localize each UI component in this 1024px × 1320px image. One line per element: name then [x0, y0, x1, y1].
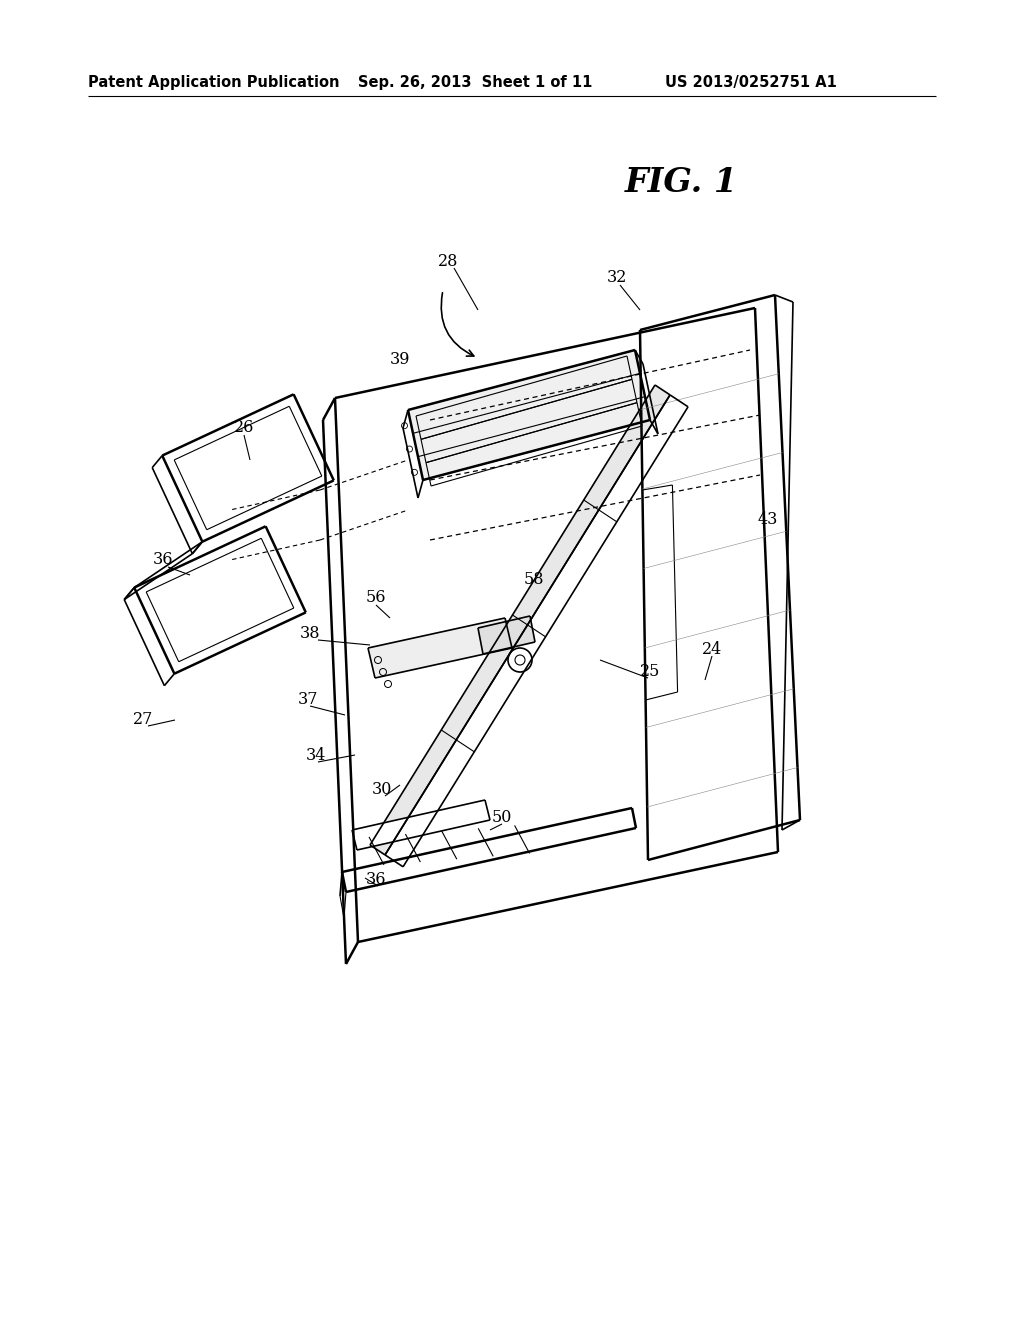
Text: 36: 36: [153, 552, 173, 569]
Polygon shape: [352, 800, 490, 850]
Polygon shape: [385, 395, 688, 867]
Text: 50: 50: [492, 809, 512, 826]
Polygon shape: [370, 385, 670, 855]
Text: 38: 38: [300, 626, 321, 643]
Polygon shape: [162, 395, 334, 541]
Text: 56: 56: [366, 590, 386, 606]
Polygon shape: [408, 350, 650, 480]
Polygon shape: [342, 808, 636, 892]
Text: 32: 32: [607, 269, 627, 286]
Text: 30: 30: [372, 781, 392, 799]
Text: 36: 36: [366, 871, 386, 888]
Polygon shape: [478, 616, 535, 653]
Polygon shape: [124, 541, 203, 599]
Text: 39: 39: [390, 351, 411, 368]
Text: 37: 37: [298, 692, 318, 709]
Text: 28: 28: [438, 253, 458, 271]
Text: FIG. 1: FIG. 1: [625, 166, 737, 199]
Text: 25: 25: [640, 664, 660, 681]
Polygon shape: [134, 527, 306, 673]
Text: 26: 26: [233, 420, 254, 437]
Text: 27: 27: [133, 711, 154, 729]
Polygon shape: [335, 308, 778, 942]
Text: Sep. 26, 2013  Sheet 1 of 11: Sep. 26, 2013 Sheet 1 of 11: [358, 74, 592, 90]
Text: 34: 34: [306, 747, 327, 764]
Text: US 2013/0252751 A1: US 2013/0252751 A1: [665, 74, 837, 90]
Text: 24: 24: [701, 642, 722, 659]
Polygon shape: [640, 294, 800, 861]
Text: 58: 58: [523, 572, 544, 589]
Polygon shape: [368, 618, 512, 678]
Text: Patent Application Publication: Patent Application Publication: [88, 74, 340, 90]
Text: 43: 43: [758, 511, 778, 528]
